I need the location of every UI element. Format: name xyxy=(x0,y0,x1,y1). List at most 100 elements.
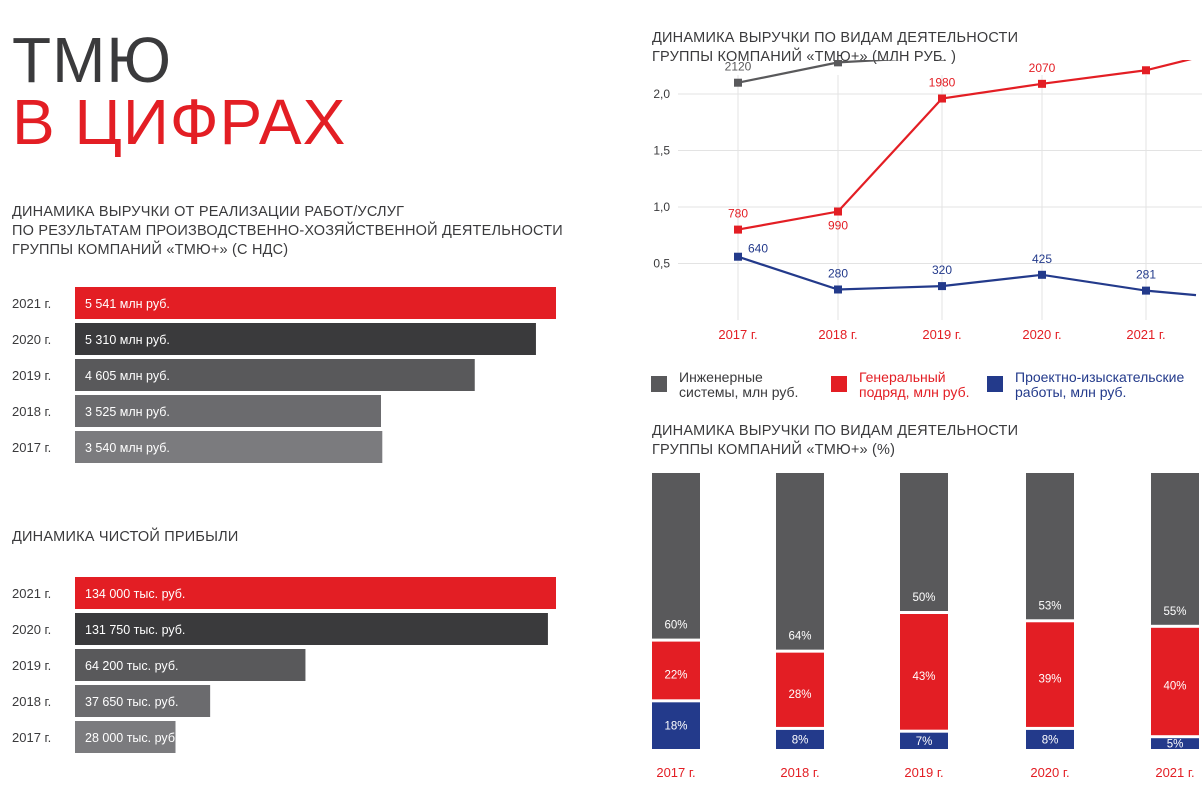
profit-category-label: 2019 г. xyxy=(12,658,51,673)
page-title-line2: В ЦИФРАХ xyxy=(12,86,347,158)
line-chart-x-tick: 2018 г. xyxy=(818,327,857,342)
revenue-value-label: 3 525 млн руб. xyxy=(85,405,170,419)
stack-value-label-general-contract: 39% xyxy=(1038,674,1061,686)
line-point-engineering xyxy=(734,78,742,87)
line-series-design-survey xyxy=(737,255,1197,297)
line-chart-y-tick: 1,5 xyxy=(653,144,670,158)
line-series-general-contract xyxy=(737,60,1192,231)
stack-value-label-engineering: 55% xyxy=(1163,606,1186,618)
line-data-label-general-contract: 2 237 xyxy=(1125,60,1155,61)
legend-label-engineering: Инженерные системы, млн руб. xyxy=(679,369,799,400)
profit-category-label: 2021 г. xyxy=(12,586,51,601)
profit-value-label: 28 000 тыс. руб. xyxy=(85,731,178,745)
legend-swatch-design-survey xyxy=(987,376,1003,392)
line-point-design-survey xyxy=(734,252,742,261)
profit-value-label: 131 750 тыс. руб. xyxy=(85,623,185,637)
profit-bar xyxy=(75,613,548,645)
line-point-design-survey xyxy=(834,285,842,294)
stack-value-label-design-survey: 8% xyxy=(792,734,809,746)
line-chart-x-tick: 2020 г. xyxy=(1022,327,1061,342)
line-data-label-design-survey: 281 xyxy=(1136,268,1156,282)
legend-item-engineering: Инженерные системы, млн руб. xyxy=(651,370,798,400)
stack-x-tick: 2021 г. xyxy=(1155,765,1194,780)
line-chart-x-tick: 2017 г. xyxy=(718,327,757,342)
revenue-category-label: 2020 г. xyxy=(12,332,51,347)
profit-value-label: 37 650 тыс. руб. xyxy=(85,695,178,709)
stack-segment-general-contract xyxy=(652,641,700,700)
stack-value-label-engineering: 53% xyxy=(1038,600,1061,612)
profit-bar xyxy=(75,685,211,717)
line-point-design-survey xyxy=(938,282,946,291)
stack-segment-engineering xyxy=(652,473,700,639)
revenue-value-label: 3 540 млн руб. xyxy=(85,441,170,455)
legend-label-general-contract: Генеральный подряд, млн руб. xyxy=(859,369,970,400)
stack-value-label-design-survey: 7% xyxy=(916,736,933,748)
line-point-general-contract xyxy=(734,225,742,234)
line-point-engineering xyxy=(834,60,842,67)
profit-bar xyxy=(75,577,556,609)
revenue-chart-title: ДИНАМИКА ВЫРУЧКИ ОТ РЕАЛИЗАЦИИ РАБОТ/УСЛ… xyxy=(12,204,563,258)
line-chart-x-tick: 2021 г. xyxy=(1126,327,1165,342)
profit-value-label: 64 200 тыс. руб. xyxy=(85,659,178,673)
activity-share-chart-title: ДИНАМИКА ВЫРУЧКИ ПО ВИДАМ ДЕЯТЕЛЬНОСТИ Г… xyxy=(652,423,1019,458)
stack-segment-design-survey xyxy=(776,729,824,749)
stack-value-label-general-contract: 22% xyxy=(664,669,687,681)
stack-value-label-engineering: 60% xyxy=(664,620,687,632)
revenue-bar xyxy=(75,287,556,319)
revenue-category-label: 2021 г. xyxy=(12,296,51,311)
line-point-engineering xyxy=(938,60,946,61)
legend-swatch-engineering xyxy=(651,376,667,392)
stack-segment-engineering xyxy=(1026,473,1074,620)
stack-segment-general-contract xyxy=(900,614,948,730)
legend-item-design-survey: Проектно-изыскательские работы, млн руб. xyxy=(987,370,1184,400)
line-chart-y-tick: 0,5 xyxy=(653,257,670,271)
revenue-bar xyxy=(75,395,381,427)
line-chart-y-tick: 2,0 xyxy=(653,87,670,101)
legend-swatch-general-contract xyxy=(831,376,847,392)
profit-chart-title: ДИНАМИКА ЧИСТОЙ ПРИБЫЛИ xyxy=(12,529,239,545)
stack-segment-design-survey xyxy=(1026,729,1074,749)
line-data-label-general-contract: 780 xyxy=(728,207,748,221)
stack-segment-design-survey xyxy=(1151,738,1199,749)
profit-bar-chart: 2021 г. 134 000 тыс. руб. 2020 г. 131 750 т… xyxy=(12,577,556,753)
line-data-label-design-survey: 320 xyxy=(932,263,952,277)
profit-value-label: 134 000 тыс. руб. xyxy=(85,587,185,601)
stack-value-label-general-contract: 28% xyxy=(788,689,811,701)
line-point-general-contract xyxy=(1142,66,1150,75)
stack-segment-engineering xyxy=(900,473,948,611)
line-data-label-general-contract: 990 xyxy=(828,219,848,233)
stack-value-label-general-contract: 43% xyxy=(912,671,935,683)
revenue-category-label: 2017 г. xyxy=(12,440,51,455)
line-data-label-general-contract: 1980 xyxy=(929,76,956,90)
stack-segment-engineering xyxy=(1151,473,1199,625)
line-data-label-engineering: 2120 xyxy=(725,60,752,74)
page-title-line1: ТМЮ xyxy=(12,24,173,96)
revenue-category-label: 2018 г. xyxy=(12,404,51,419)
line-data-label-design-survey: 280 xyxy=(828,266,848,280)
stack-x-tick: 2017 г. xyxy=(656,765,695,780)
revenue-bar-chart: 2021 г. 5 541 млн руб. 2020 г. 5 310 млн ру… xyxy=(12,287,556,463)
line-chart-y-tick: 1,0 xyxy=(653,200,670,214)
revenue-value-label: 5 310 млн руб. xyxy=(85,333,170,347)
legend-item-general-contract: Генеральный подряд, млн руб. xyxy=(831,370,970,400)
stack-value-label-design-survey: 5% xyxy=(1167,739,1184,751)
revenue-value-label: 5 541 млн руб. xyxy=(85,297,170,311)
revenue-category-label: 2019 г. xyxy=(12,368,51,383)
revenue-value-label: 4 605 млн руб. xyxy=(85,369,170,383)
stack-value-label-design-survey: 18% xyxy=(664,721,687,733)
line-chart-x-tick: 2019 г. xyxy=(922,327,961,342)
revenue-bar xyxy=(75,359,475,391)
line-point-general-contract xyxy=(834,207,842,216)
profit-bar xyxy=(75,649,306,681)
stack-segment-engineering xyxy=(776,473,824,650)
line-series-engineering xyxy=(737,60,902,84)
stack-value-label-design-survey: 8% xyxy=(1042,734,1059,746)
stack-segment-design-survey xyxy=(652,702,700,749)
stack-segment-general-contract xyxy=(1151,627,1199,736)
stack-segment-general-contract xyxy=(1026,622,1074,727)
line-data-label-general-contract: 2070 xyxy=(1029,61,1056,75)
line-point-general-contract xyxy=(1038,79,1046,88)
stack-x-tick: 2018 г. xyxy=(780,765,819,780)
line-point-design-survey xyxy=(1038,270,1046,279)
